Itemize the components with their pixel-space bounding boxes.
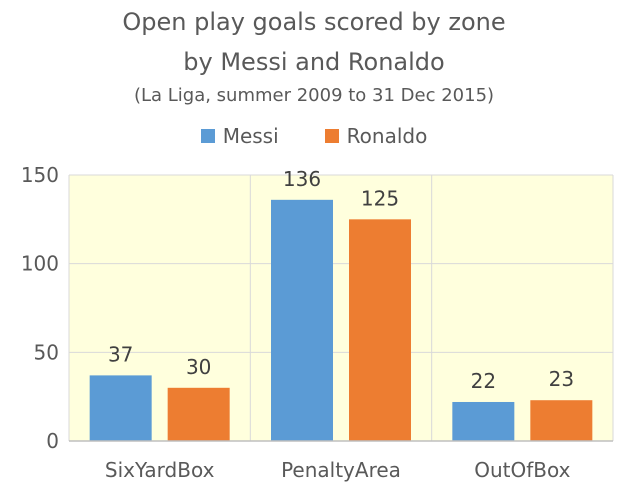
legend-swatch-messi <box>200 129 215 143</box>
y-tick-label-3: 150 <box>21 163 59 187</box>
y-tick-label-1: 50 <box>34 340 59 364</box>
chart-legend: Messi Ronaldo <box>0 124 628 148</box>
bar-ronaldo-sixyardbox <box>167 387 230 441</box>
chart-subtitle: (La Liga, summer 2009 to 31 Dec 2015) <box>133 85 495 106</box>
chart-title-line-1: Open play goals scored by zone <box>122 8 506 36</box>
chart-title-line-2: by Messi and Ronaldo <box>183 48 445 76</box>
bar-ronaldo-outofbox <box>530 400 593 441</box>
data-label-messi-penaltyarea: 136 <box>283 167 321 191</box>
data-label-ronaldo-outofbox: 23 <box>549 367 574 391</box>
bar-messi-outofbox <box>452 401 515 441</box>
y-tick-label-2: 100 <box>21 252 59 276</box>
data-label-ronaldo-penaltyarea: 125 <box>361 186 399 210</box>
x-tick-label-penaltyarea: PenaltyArea <box>281 458 401 482</box>
legend-item-ronaldo: Ronaldo <box>324 124 428 148</box>
data-label-ronaldo-sixyardbox: 30 <box>186 355 211 379</box>
bar-ronaldo-penaltyarea <box>349 219 411 441</box>
data-label-messi-sixyardbox: 37 <box>108 342 133 366</box>
legend-swatch-ronaldo <box>324 129 339 143</box>
chart-title-block: Open play goals scored by zone by Messi … <box>0 0 628 110</box>
plot-background <box>69 175 613 441</box>
bar-messi-sixyardbox <box>89 375 152 441</box>
legend-label-ronaldo: Ronaldo <box>346 124 428 148</box>
x-tick-label-outofbox: OutOfBox <box>474 458 570 482</box>
y-tick-label-0: 0 <box>46 429 59 453</box>
bar-messi-penaltyarea <box>271 199 333 441</box>
legend-label-messi: Messi <box>222 124 279 148</box>
x-tick-label-sixyardbox: SixYardBox <box>105 458 215 482</box>
data-label-messi-outofbox: 22 <box>471 369 496 393</box>
legend-item-messi: Messi <box>200 124 279 148</box>
